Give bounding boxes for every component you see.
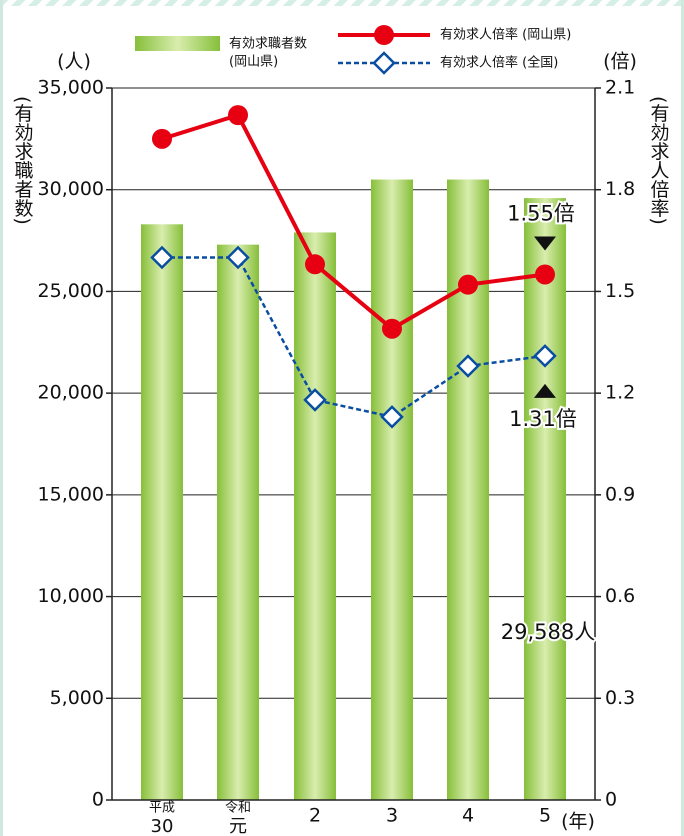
y-tick-label: 15,000 <box>38 483 104 505</box>
x-tick-label: 平成 <box>149 801 175 816</box>
y2-tick-label: 1.5 <box>605 280 635 302</box>
legend-label: 有効求人倍率 (岡山県) <box>440 27 571 43</box>
x-tick-label: 30 <box>151 816 174 836</box>
y2-tick-label: 0.6 <box>605 585 635 607</box>
pointer <box>534 236 556 251</box>
y2-tick-label: 2.1 <box>605 77 635 99</box>
marker <box>533 344 557 368</box>
y2-tick-label: 1.8 <box>605 178 635 200</box>
bar <box>524 198 566 801</box>
legend-label: 有効求職者数 <box>229 37 307 52</box>
value-label: 29,588人 <box>501 620 595 644</box>
value-label: 1.31倍 <box>509 407 577 431</box>
bar <box>141 224 183 801</box>
left-border <box>0 0 3 836</box>
y2-unit: (倍) <box>603 51 637 73</box>
marker <box>382 318 402 339</box>
y2-tick-label: 0.3 <box>605 687 635 709</box>
y2-tick-label: 0 <box>605 789 617 811</box>
marker <box>458 274 478 295</box>
y2-axis-label: (有効求人倍率) <box>648 96 670 225</box>
x-unit: (年) <box>561 811 595 833</box>
y2-tick-label: 0.9 <box>605 483 635 505</box>
y-tick-label: 35,000 <box>38 77 104 99</box>
marker <box>305 254 325 275</box>
plot: 0 5,000 10,000 15,000 20,000 25,000 30,000 35,0… <box>38 25 635 836</box>
bar <box>294 232 336 801</box>
legend-swatch <box>135 36 220 51</box>
y2-tick-label: 1.2 <box>605 382 635 404</box>
legend-label: (岡山県) <box>229 55 278 70</box>
y-tick-label: 10,000 <box>38 585 104 607</box>
marker <box>456 354 480 378</box>
marker <box>150 245 174 270</box>
legend-marker <box>374 25 394 45</box>
y-tick-label: 20,000 <box>38 382 104 404</box>
y-tick-label: 5,000 <box>50 687 104 709</box>
bar <box>371 179 413 801</box>
x-tick-label: 3 <box>386 805 398 827</box>
line <box>161 112 546 332</box>
y-unit: (人) <box>57 51 91 73</box>
value-label: 1.55倍 <box>507 201 575 225</box>
legend-label: 有効求人倍率 (全国) <box>440 55 558 71</box>
bar <box>217 244 259 800</box>
pointer <box>534 383 556 398</box>
legend-marker <box>372 51 396 75</box>
marker <box>535 264 555 285</box>
x-tick-label: 2 <box>309 805 321 827</box>
bar <box>447 179 489 801</box>
y-tick-label: 25,000 <box>38 280 104 302</box>
x-tick-label: 4 <box>462 805 474 827</box>
right-border <box>681 0 684 836</box>
marker <box>226 245 250 270</box>
y-tick-label: 0 <box>92 789 104 811</box>
y-tick-label: 30,000 <box>38 178 104 200</box>
y-axis-label: (有効求職者数) <box>12 96 34 225</box>
marker <box>303 388 327 412</box>
marker <box>228 105 248 126</box>
x-tick-label: 5 <box>539 805 551 827</box>
marker <box>152 128 172 149</box>
x-tick-label: 元 <box>229 816 247 836</box>
top-border <box>0 0 684 6</box>
x-tick-label: 令和 <box>225 801 251 816</box>
marker <box>380 405 404 429</box>
